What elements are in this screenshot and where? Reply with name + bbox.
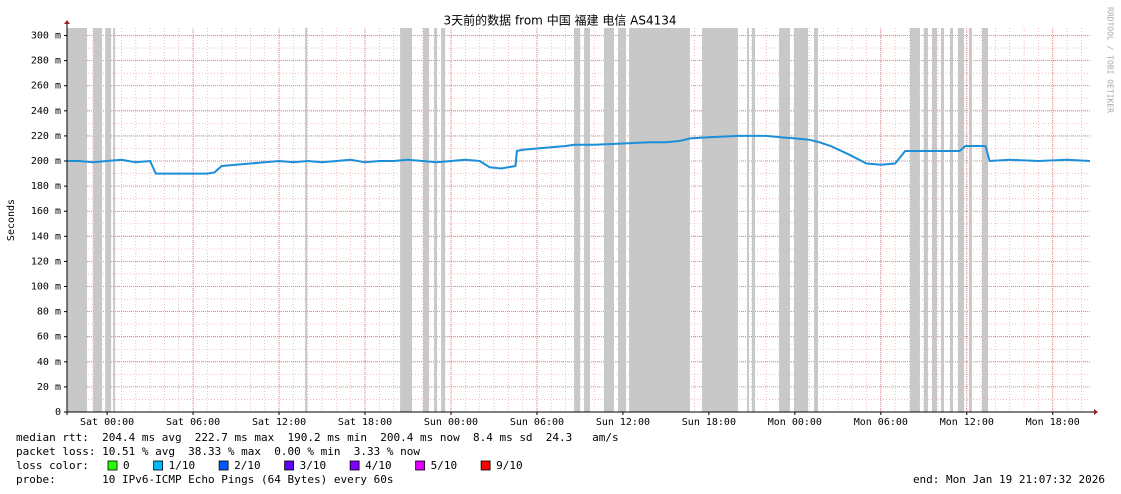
y-tick-label: 0	[55, 407, 61, 418]
loss-bar	[931, 28, 937, 412]
x-tick-label: Sun 18:00	[682, 417, 736, 428]
x-tick-label: Mon 06:00	[854, 417, 908, 428]
loss-bar	[423, 28, 430, 412]
x-tick-label: Sun 12:00	[596, 417, 650, 428]
loss-bar	[950, 28, 954, 412]
y-tick-label: 160 m	[31, 206, 61, 217]
x-axis-arrow	[1094, 409, 1098, 415]
watermark: RRDTOOL / TOBI OETIKER	[1106, 7, 1115, 113]
loss-bar	[305, 28, 308, 412]
loss-legend-label: 2/10	[234, 459, 261, 472]
loss-legend-swatch	[153, 460, 164, 471]
y-tick-label: 60 m	[37, 332, 61, 343]
loss-legend-swatch	[107, 460, 118, 471]
y-tick-label: 100 m	[31, 282, 61, 293]
stats-line: packet loss: 10.51 % avg 38.33 % max 0.0…	[16, 445, 420, 458]
loss-legend-swatch	[349, 460, 360, 471]
y-tick-label: 120 m	[31, 256, 61, 267]
median-line	[67, 134, 1091, 175]
x-tick-label: Mon 12:00	[940, 417, 994, 428]
loss-legend-swatch	[415, 460, 426, 471]
loss-bar	[910, 28, 920, 412]
loss-legend-label: 5/10	[431, 459, 458, 472]
loss-legend-label: 9/10	[496, 459, 523, 472]
loss-bar	[618, 28, 627, 412]
chart-title: 3天前的数据 from 中国 福建 电信 AS4134	[444, 13, 677, 28]
loss-legend-label: 3/10	[300, 459, 327, 472]
loss-bar	[793, 28, 809, 412]
y-tick-label: 200 m	[31, 156, 61, 167]
loss-legend-label: 4/10	[365, 459, 392, 472]
loss-bar	[981, 28, 988, 412]
loss-bar	[604, 28, 615, 412]
x-tick-label: Sat 12:00	[252, 417, 306, 428]
x-tick-label: Mon 00:00	[768, 417, 822, 428]
loss-bar	[779, 28, 790, 412]
loss-bar	[814, 28, 819, 412]
loss-bar	[67, 28, 88, 412]
loss-bar	[752, 28, 756, 412]
loss-legend-swatch	[284, 460, 295, 471]
loss-bar	[702, 28, 738, 412]
loss-legend-label: loss color:	[16, 459, 89, 472]
y-tick-label: 260 m	[31, 81, 61, 92]
y-axis-label: Seconds	[6, 199, 17, 241]
y-tick-label: 300 m	[31, 31, 61, 42]
y-tick-label: 220 m	[31, 131, 61, 142]
x-tick-label: Sun 06:00	[510, 417, 564, 428]
end-time: end: Mon Jan 19 21:07:32 2026	[913, 473, 1105, 486]
y-tick-label: 280 m	[31, 56, 61, 67]
loss-bar	[400, 28, 413, 412]
plot: 0 20 m 40 m 60 m 80 m 100 m 120 m 140 m 160 m 180…	[31, 20, 1098, 428]
loss-bar	[940, 28, 945, 412]
y-tick-label: 80 m	[37, 307, 61, 318]
loss-bar	[93, 28, 103, 412]
loss-legend-swatch	[480, 460, 491, 471]
loss-bar	[746, 28, 749, 412]
y-tick-label: 40 m	[37, 357, 61, 368]
loss-bar	[574, 28, 581, 412]
loss-legend-label: 1/10	[169, 459, 196, 472]
loss-legend-swatch	[218, 460, 229, 471]
loss-legend: 0 1/10 2/10 3/10 4/10 5/10 9/10	[107, 459, 523, 472]
loss-bar	[957, 28, 965, 412]
loss-bar	[105, 28, 112, 412]
x-tick-label: Sat 00:00	[80, 417, 134, 428]
loss-legend-label: 0	[123, 459, 130, 472]
y-tick-label: 180 m	[31, 181, 61, 192]
loss-bar	[923, 28, 928, 412]
y-tick-label: 240 m	[31, 106, 61, 117]
loss-bar	[434, 28, 438, 412]
loss-bar	[968, 28, 972, 412]
x-tick-label: Sat 18:00	[338, 417, 392, 428]
stats-line: median rtt: 204.4 ms avg 222.7 ms max 19…	[16, 431, 619, 444]
x-tick-label: Sat 06:00	[166, 417, 220, 428]
loss-bar	[584, 28, 591, 412]
y-axis-arrow	[64, 20, 70, 24]
loss-bar	[113, 28, 116, 412]
y-tick-label: 20 m	[37, 382, 61, 393]
probe: probe: 10 IPv6-ICMP Echo Pings (64 Bytes…	[16, 473, 394, 486]
loss-bars	[67, 28, 988, 412]
y-tick-label: 140 m	[31, 231, 61, 242]
loss-bar	[441, 28, 446, 412]
loss-bar	[629, 28, 690, 412]
x-tick-label: Mon 18:00	[1026, 417, 1080, 428]
x-tick-label: Sun 00:00	[424, 417, 478, 428]
